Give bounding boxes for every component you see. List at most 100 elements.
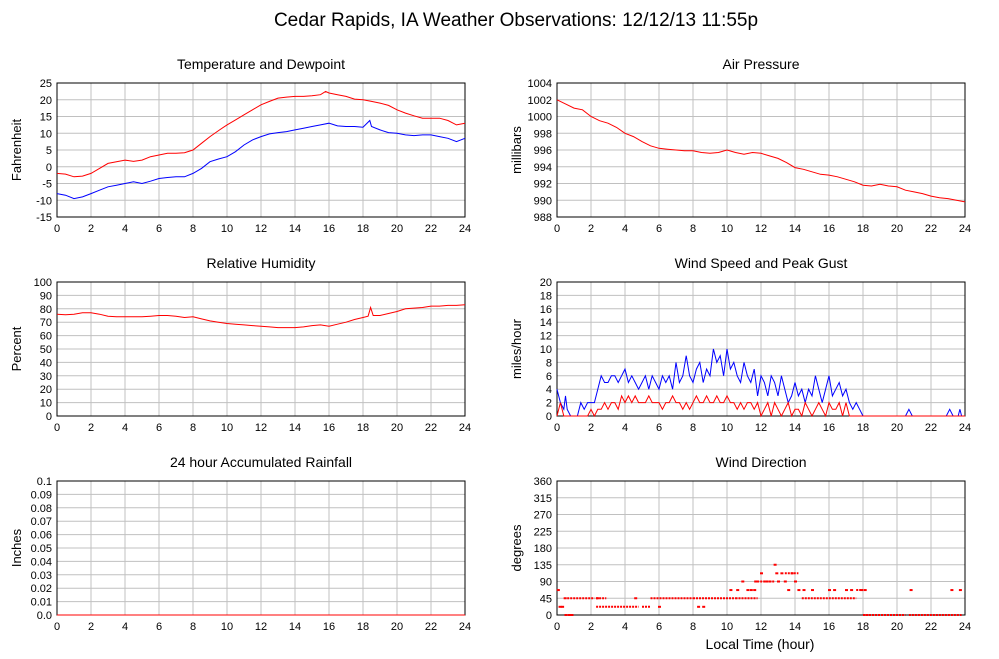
direction-point (658, 605, 661, 608)
y-tick-label: 12 (540, 331, 552, 343)
x-axis-label: Local Time (hour) (706, 636, 815, 652)
x-tick-label: 22 (925, 223, 937, 235)
x-tick-label: 10 (721, 621, 733, 633)
direction-point (794, 580, 797, 583)
y-tick-label: 0.1 (37, 476, 52, 488)
chart-temp: 0 2 4 6 8 10 12 14 16 18 20 22 24-15-10-50510152025T… (9, 56, 471, 235)
x-tick-label: 6 (156, 621, 162, 633)
y-tick-label: -10 (36, 195, 52, 207)
y-tick-label: 0 (546, 411, 552, 423)
y-tick-label: 10 (540, 344, 552, 356)
y-tick-label: 100 (34, 277, 52, 289)
y-tick-label: 40 (40, 357, 52, 369)
chart-title: 24 hour Accumulated Rainfall (170, 454, 352, 470)
direction-point (783, 580, 787, 583)
y-tick-label: 315 (534, 493, 552, 505)
x-tick-label: 0 (554, 422, 560, 434)
chart-title: Air Pressure (722, 56, 799, 72)
y-tick-label: 2 (546, 398, 552, 410)
y-axis-label: miles/hour (509, 318, 524, 379)
y-tick-label: 8 (546, 357, 552, 369)
y-axis-label: Inches (9, 528, 24, 567)
direction-point (749, 589, 753, 592)
x-tick-label: 24 (959, 422, 971, 434)
y-tick-label: 60 (40, 331, 52, 343)
y-tick-label: 16 (540, 304, 552, 316)
x-tick-label: 12 (255, 621, 267, 633)
y-tick-label: 5 (46, 145, 52, 157)
direction-point (833, 589, 837, 592)
direction-point (863, 589, 867, 592)
y-tick-label: 20 (540, 277, 552, 289)
x-tick-label: 8 (190, 621, 196, 633)
series-line-0 (56, 304, 466, 329)
x-tick-label: 10 (221, 223, 233, 235)
x-tick-label: 8 (190, 223, 196, 235)
series-line-0 (56, 90, 466, 178)
y-tick-label: 994 (534, 162, 552, 174)
direction-point (909, 589, 913, 592)
y-tick-label: 50 (40, 344, 52, 356)
direction-point (797, 589, 801, 592)
x-tick-label: 18 (357, 422, 369, 434)
x-tick-label: 2 (588, 223, 594, 235)
y-tick-label: 90 (540, 577, 552, 589)
plot-frame (56, 281, 466, 417)
x-tick-label: 20 (891, 223, 903, 235)
x-tick-label: 6 (656, 223, 662, 235)
chart-title: Relative Humidity (207, 255, 316, 271)
direction-point (563, 597, 567, 600)
x-tick-label: 14 (789, 223, 801, 235)
x-tick-label: 2 (88, 422, 94, 434)
direction-point (561, 605, 565, 608)
x-tick-label: 16 (823, 422, 835, 434)
x-tick-label: 0 (554, 223, 560, 235)
x-tick-label: 16 (323, 621, 335, 633)
y-tick-label: 1004 (528, 78, 552, 90)
y-tick-label: 45 (540, 593, 552, 605)
x-tick-label: 2 (588, 621, 594, 633)
x-tick-label: 4 (122, 621, 128, 633)
direction-point (595, 597, 599, 600)
y-tick-label: 20 (40, 95, 52, 107)
x-tick-label: 8 (690, 621, 696, 633)
x-tick-label: 2 (88, 621, 94, 633)
y-tick-label: 992 (534, 179, 552, 191)
direction-point (634, 597, 638, 600)
y-tick-label: 225 (534, 526, 552, 538)
y-tick-label: 20 (40, 384, 52, 396)
chart-panels: 0 2 4 6 8 10 12 14 16 18 20 22 24-15-10-50510152025T… (9, 56, 971, 633)
direction-point (765, 580, 769, 583)
x-tick-label: 14 (289, 621, 301, 633)
chart-rain: 0 2 4 6 8 10 12 14 16 18 20 22 240.00.010.020.030.04… (9, 454, 471, 633)
x-tick-label: 14 (789, 621, 801, 633)
y-tick-label: 15 (40, 112, 52, 124)
x-tick-label: 16 (823, 223, 835, 235)
x-tick-label: 4 (622, 223, 628, 235)
direction-point (697, 605, 701, 608)
y-tick-label: 0.09 (31, 489, 52, 501)
direction-point (729, 589, 733, 592)
x-tick-label: 12 (755, 422, 767, 434)
direction-point (790, 572, 794, 575)
y-tick-label: 18 (540, 290, 552, 302)
y-tick-label: 1002 (528, 95, 552, 107)
y-tick-label: 996 (534, 145, 552, 157)
x-tick-label: 14 (289, 422, 301, 434)
direction-point (777, 580, 780, 583)
x-tick-label: 14 (289, 223, 301, 235)
chart-wind: 0 2 4 6 8 10 12 14 16 18 20 22 2402468101214161820Wi… (509, 255, 971, 434)
y-tick-label: 180 (534, 543, 552, 555)
x-tick-label: 2 (588, 422, 594, 434)
plot-frame (556, 82, 966, 218)
direction-point (564, 614, 568, 616)
direction-point (865, 614, 869, 616)
y-tick-label: -15 (36, 212, 52, 224)
plot-frame (56, 82, 466, 218)
y-tick-label: 0.05 (31, 543, 52, 555)
x-tick-label: 22 (925, 621, 937, 633)
y-tick-label: 25 (40, 78, 52, 90)
x-tick-label: 24 (459, 621, 471, 633)
x-tick-label: 18 (357, 621, 369, 633)
